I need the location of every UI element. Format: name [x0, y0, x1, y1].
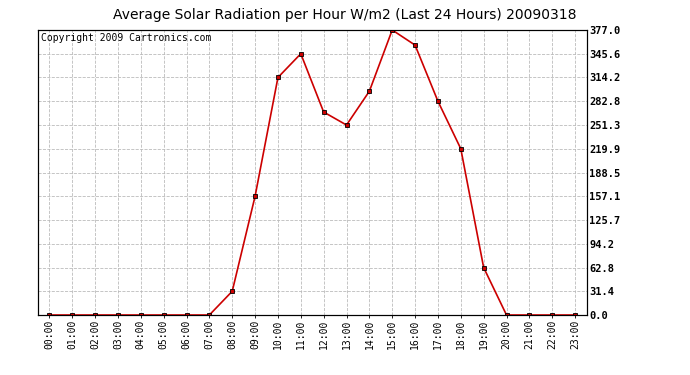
Text: Copyright 2009 Cartronics.com: Copyright 2009 Cartronics.com: [41, 33, 211, 43]
Text: Average Solar Radiation per Hour W/m2 (Last 24 Hours) 20090318: Average Solar Radiation per Hour W/m2 (L…: [113, 8, 577, 21]
